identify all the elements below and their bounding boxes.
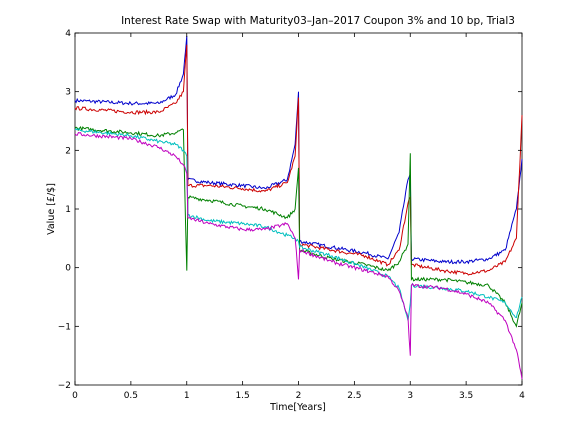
y-axis-label: Value [£/$] <box>46 183 57 235</box>
x-tick-label: 1 <box>184 391 190 401</box>
series-line-5 <box>74 132 523 380</box>
plot-area <box>74 32 523 386</box>
x-tick-label: 3.5 <box>459 391 473 401</box>
y-tick-label: 0 <box>65 264 71 274</box>
series-line-2 <box>74 44 523 276</box>
x-axis-label: Time[Years] <box>269 402 326 413</box>
y-tick-label: 1 <box>65 205 71 215</box>
y-tick-label: −2 <box>58 381 71 391</box>
x-tick-label: 4 <box>519 391 525 401</box>
series-layer <box>74 35 523 380</box>
series-line-3 <box>74 126 523 328</box>
x-tick-label: 0 <box>72 391 78 401</box>
y-tick-label: 4 <box>65 29 71 39</box>
x-tick-label: 2 <box>296 391 302 401</box>
x-tick-label: 0.5 <box>124 391 138 401</box>
chart-title: Interest Rate Swap with Maturity03–Jan–2… <box>121 15 515 27</box>
y-tick-label: −1 <box>58 322 71 332</box>
series-line-1 <box>74 35 523 265</box>
y-axis: −2 −1 0 1 2 3 4 <box>58 29 522 391</box>
y-tick-label: 3 <box>65 88 71 98</box>
x-tick-label: 1.5 <box>235 391 249 401</box>
x-axis: 0 0.5 1 1.5 2 2.5 3 3.5 4 <box>72 33 525 401</box>
y-tick-label: 2 <box>65 146 71 156</box>
x-tick-label: 2.5 <box>347 391 361 401</box>
x-tick-label: 3 <box>407 391 413 401</box>
